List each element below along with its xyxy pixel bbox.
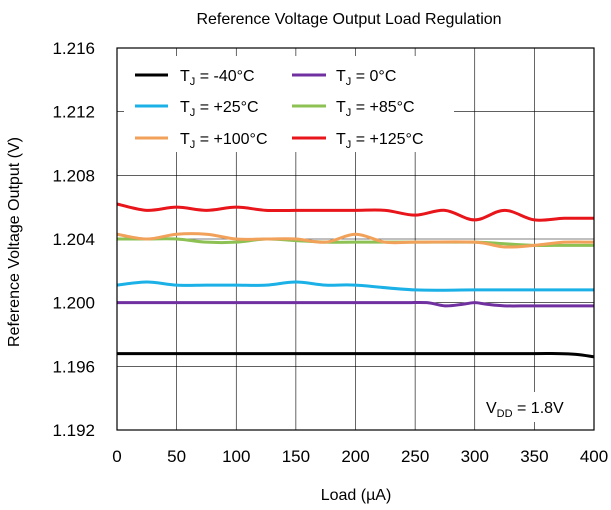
x-tick-label: 350 [520, 447, 548, 466]
x-tick-label: 50 [167, 447, 186, 466]
series-line [116, 232, 595, 249]
x-tick-label: 0 [112, 447, 121, 466]
series-line [117, 300, 594, 308]
x-tick-labels: 0 50 100 150 200 250 300 350 400 [112, 447, 608, 466]
legend-background [124, 56, 454, 152]
legend-label: TJ = 0°C [336, 68, 396, 88]
y-tick-label: 1.216 [52, 39, 95, 58]
series-line [116, 280, 594, 292]
legend-label: TJ = +125°C [336, 131, 424, 151]
vdd-annotation: VDD = 1.8V [480, 392, 584, 422]
x-axis-label: Load (µA) [321, 487, 392, 504]
y-tick-label: 1.192 [52, 421, 95, 440]
y-tick-labels: 1.192 1.196 1.200 1.204 1.208 1.212 1.216 [52, 39, 95, 440]
series-layer [116, 202, 595, 359]
legend-label: TJ = -40°C [180, 68, 255, 88]
x-tick-label: 100 [222, 447, 250, 466]
y-tick-label: 1.200 [52, 294, 95, 313]
chart-title: Reference Voltage Output Load Regulation [196, 11, 501, 28]
x-tick-label: 400 [580, 447, 608, 466]
series-line [116, 202, 595, 222]
x-tick-label: 150 [282, 447, 310, 466]
legend: TJ = -40°C TJ = 0°C TJ = +25°C TJ = +85°C TJ… [124, 56, 454, 152]
x-tick-label: 250 [401, 447, 429, 466]
annotation-background [480, 392, 584, 422]
x-tick-label: 200 [341, 447, 369, 466]
y-tick-label: 1.204 [52, 230, 95, 249]
vdd-label: VDD = 1.8V [486, 400, 564, 420]
legend-label: TJ = +85°C [336, 99, 415, 119]
y-axis-label: Reference Voltage Output (V) [6, 137, 23, 347]
legend-label: TJ = +25°C [180, 99, 259, 119]
y-tick-label: 1.208 [52, 166, 95, 185]
plot-frame [116, 47, 595, 431]
y-tick-label: 1.196 [52, 357, 95, 376]
series-line [117, 352, 595, 359]
legend-label: TJ = +100°C [180, 131, 268, 151]
x-tick-label: 300 [461, 447, 489, 466]
y-tick-label: 1.212 [52, 103, 95, 122]
